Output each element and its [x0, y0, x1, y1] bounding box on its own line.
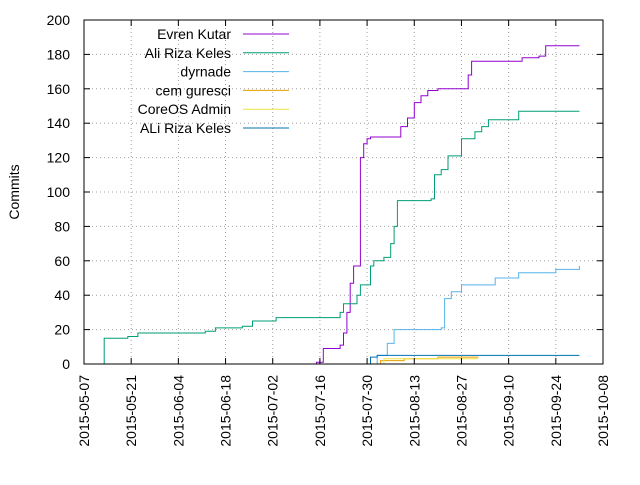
x-tick-label: 2015-06-18 — [218, 375, 234, 447]
y-tick-label: 140 — [47, 115, 71, 131]
series-line-ali-riza-keles — [100, 110, 580, 365]
series-lines — [100, 45, 580, 365]
x-tick-label: 2015-09-10 — [501, 375, 517, 447]
x-tick-label: 2015-09-24 — [548, 375, 564, 447]
legend-label: ALi Riza Keles — [140, 120, 231, 136]
series-line-cem-guresci — [377, 356, 479, 365]
y-tick-label: 60 — [54, 253, 70, 269]
x-tick-label: 2015-07-02 — [265, 375, 281, 447]
x-tick-label: 2015-06-04 — [170, 375, 186, 447]
legend-label: Ali Riza Keles — [145, 45, 231, 61]
y-tick-label: 20 — [54, 322, 70, 338]
x-tick-label: 2015-07-16 — [312, 375, 328, 447]
y-tick-label: 160 — [47, 81, 71, 97]
x-tick-label: 2015-05-07 — [76, 375, 92, 447]
x-tick-label: 2015-05-21 — [123, 375, 139, 447]
legend-label: Evren Kutar — [157, 26, 231, 42]
series-line-dyrnade — [360, 266, 580, 365]
y-tick-label: 100 — [47, 184, 71, 200]
y-tick-label: 200 — [47, 12, 71, 28]
legend-label: cem guresci — [156, 82, 231, 98]
y-tick-label: 180 — [47, 46, 71, 62]
x-tick-label: 2015-10-08 — [595, 375, 611, 447]
series-line-evren-kutar — [296, 45, 580, 365]
y-axis-label: Commits — [6, 164, 22, 219]
x-tick-label: 2015-08-13 — [406, 375, 422, 447]
legend: Evren Kutar Ali Riza Keles dyrnade cem gure… — [138, 26, 289, 136]
y-tick-label: 120 — [47, 150, 71, 166]
x-tick-label: 2015-07-30 — [359, 375, 375, 447]
y-axis-ticks: 0 20 40 60 80 100 120 140 160 180 200 — [47, 12, 603, 372]
y-tick-label: 40 — [54, 287, 70, 303]
legend-label: CoreOS Admin — [138, 101, 231, 117]
x-axis-ticks: 2015-05-07 2015-05-21 2015-06-04 2015-06-18… — [76, 20, 611, 447]
series-line-coreos-admin — [380, 358, 479, 365]
grid-lines — [84, 20, 603, 364]
x-tick-label: 2015-08-27 — [453, 375, 469, 447]
y-tick-label: 0 — [62, 356, 70, 372]
legend-label: dyrnade — [180, 64, 231, 80]
y-tick-label: 80 — [54, 218, 70, 234]
